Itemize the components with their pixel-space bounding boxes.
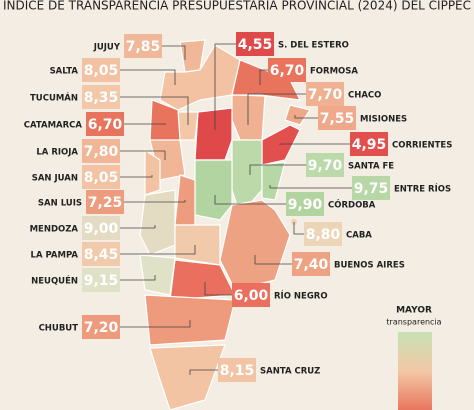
leader-line bbox=[124, 123, 166, 125]
legend-caption: transparencia bbox=[386, 318, 441, 327]
score: 8,15 bbox=[220, 363, 255, 379]
leader-line bbox=[189, 369, 218, 375]
score-badge bbox=[236, 32, 274, 56]
province-name: CHUBUT bbox=[39, 324, 79, 334]
score: 9,75 bbox=[354, 181, 389, 197]
score: 8,80 bbox=[306, 227, 341, 243]
score: 8,05 bbox=[84, 63, 119, 79]
province-name: CATAMARCA bbox=[24, 121, 83, 131]
leader-line bbox=[120, 245, 196, 255]
score-badge bbox=[86, 112, 124, 136]
score-badge bbox=[82, 242, 120, 266]
province-name: SANTA CRUZ bbox=[260, 367, 320, 377]
score: 4,95 bbox=[352, 137, 387, 153]
title: ÍNDICE DE TRANSPARENCIA PRESUPUESTARIA P… bbox=[3, 0, 471, 13]
score-badge bbox=[232, 283, 270, 307]
leader-line bbox=[120, 69, 176, 85]
score: 7,70 bbox=[308, 87, 343, 103]
score: 9,15 bbox=[84, 273, 119, 289]
province-name: LA RIOJA bbox=[36, 148, 78, 158]
map bbox=[139, 39, 311, 410]
score-badge bbox=[82, 268, 120, 292]
score-badge bbox=[82, 85, 120, 109]
leader-line bbox=[204, 282, 232, 296]
score: 7,40 bbox=[294, 257, 329, 273]
score-badge bbox=[304, 222, 342, 246]
leader-line bbox=[120, 275, 156, 281]
score-badge bbox=[350, 132, 388, 156]
leader-line bbox=[269, 185, 352, 189]
score: 9,70 bbox=[308, 158, 343, 174]
score: 7,20 bbox=[84, 320, 119, 336]
legend-gradient bbox=[398, 332, 432, 410]
score-badge bbox=[352, 176, 390, 200]
province-name: TUCUMÁN bbox=[30, 92, 78, 104]
leader-line bbox=[259, 69, 268, 85]
province-name: S. DEL ESTERO bbox=[278, 41, 349, 51]
score-badge bbox=[218, 358, 256, 382]
province-name: SAN LUIS bbox=[38, 199, 82, 209]
province-name: MISIONES bbox=[360, 115, 407, 125]
score-badge bbox=[82, 315, 120, 339]
leader-line bbox=[120, 225, 156, 229]
leader-line bbox=[247, 93, 306, 125]
province-name: CHACO bbox=[348, 91, 381, 101]
province-name: BUENOS AIRES bbox=[334, 261, 405, 271]
score: 4,55 bbox=[238, 37, 273, 53]
province-name: CÓRDOBA bbox=[328, 199, 376, 211]
province-name: SAN JUAN bbox=[32, 174, 78, 184]
province-name: JUJUY bbox=[93, 43, 121, 53]
leader-line bbox=[120, 150, 166, 160]
score-badge bbox=[82, 216, 120, 240]
score-badge bbox=[124, 34, 162, 58]
score-badge bbox=[86, 190, 124, 214]
score-badge bbox=[82, 139, 120, 163]
score-badge bbox=[292, 252, 330, 276]
score: 9,00 bbox=[84, 221, 119, 237]
leader-line bbox=[214, 43, 236, 130]
score-badge bbox=[268, 58, 306, 82]
leader-line bbox=[249, 164, 306, 175]
score: 6,70 bbox=[88, 117, 123, 133]
province-name: ENTRE RÍOS bbox=[394, 183, 451, 195]
score: 7,25 bbox=[88, 195, 123, 211]
leader-line bbox=[162, 45, 186, 60]
province-name: CABA bbox=[346, 231, 372, 241]
score: 7,55 bbox=[320, 111, 355, 127]
score-badge bbox=[286, 192, 324, 216]
score-badge bbox=[82, 165, 120, 189]
score-badge bbox=[318, 106, 356, 130]
score-badge bbox=[306, 153, 344, 177]
province-name: FORMOSA bbox=[310, 67, 358, 77]
province-name: LA PAMPA bbox=[31, 251, 79, 261]
province-labels: 7,85 JUJUY 8,05 SALTA 8,35 TUCUMÁN 6,70 CATAMAR… bbox=[24, 32, 452, 382]
score: 7,80 bbox=[84, 144, 119, 160]
score: 8,45 bbox=[84, 247, 119, 263]
leader-line bbox=[214, 195, 286, 205]
leader-line bbox=[294, 115, 318, 119]
score: 8,35 bbox=[84, 90, 119, 106]
leader-line bbox=[120, 96, 189, 125]
leader-line bbox=[120, 175, 153, 178]
leader-line bbox=[124, 200, 186, 203]
legend-title: MAYOR bbox=[396, 306, 432, 316]
leader-line bbox=[254, 255, 292, 265]
province-name: RÍO NEGRO bbox=[274, 290, 328, 302]
score-badge bbox=[306, 82, 344, 106]
province-name: NEUQUÉN bbox=[31, 275, 78, 287]
province-name: SALTA bbox=[50, 67, 79, 77]
score-badge bbox=[82, 58, 120, 82]
score: 8,05 bbox=[84, 170, 119, 186]
leader-line bbox=[293, 222, 304, 235]
leader-line bbox=[279, 143, 350, 145]
leader-line bbox=[120, 320, 191, 328]
score: 7,85 bbox=[126, 39, 161, 55]
score: 9,90 bbox=[288, 197, 323, 213]
province-name: MENDOZA bbox=[30, 225, 79, 235]
score: 6,70 bbox=[270, 63, 305, 79]
province-name: CORRIENTES bbox=[392, 141, 452, 151]
province-name: SANTA FE bbox=[348, 162, 394, 172]
score: 6,00 bbox=[234, 288, 269, 304]
